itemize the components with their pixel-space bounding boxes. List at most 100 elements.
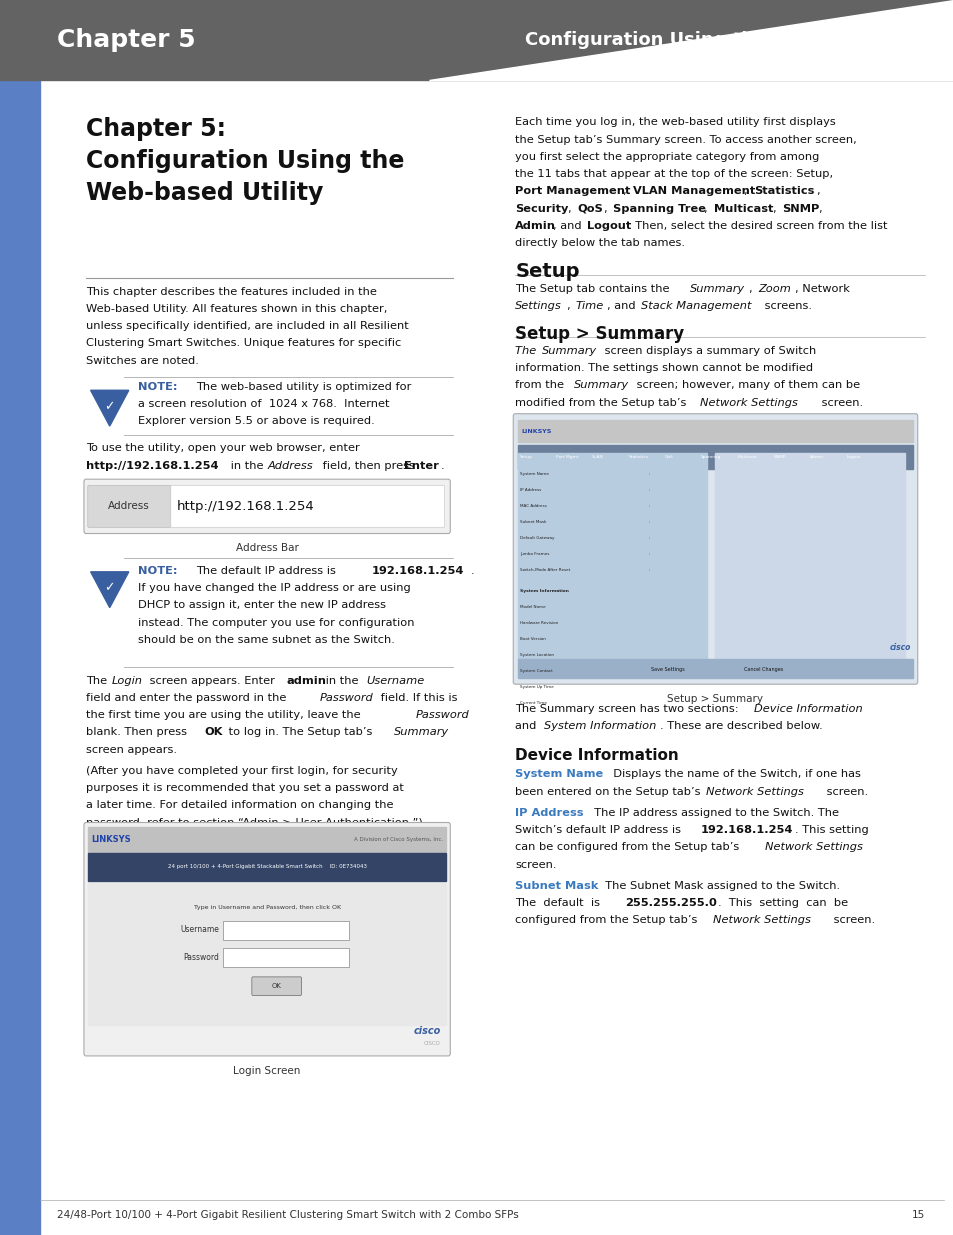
Text: NOTE:: NOTE: [138, 382, 177, 391]
Text: Switch’s default IP address is: Switch’s default IP address is [515, 825, 684, 835]
Text: in the: in the [322, 676, 362, 685]
Text: IP Address: IP Address [519, 488, 540, 492]
Text: (After you have completed your first login, for security: (After you have completed your first log… [86, 766, 397, 776]
Text: Network Settings: Network Settings [705, 787, 803, 797]
Text: instead. The computer you use for configuration: instead. The computer you use for config… [138, 618, 415, 627]
Text: The web-based utility is optimized for: The web-based utility is optimized for [195, 382, 411, 391]
Text: a screen resolution of  1024 x 768.  Internet: a screen resolution of 1024 x 768. Inter… [138, 399, 390, 409]
Text: directly below the tab names.: directly below the tab names. [515, 238, 684, 248]
Text: information. The settings shown cannot be modified: information. The settings shown cannot b… [515, 363, 812, 373]
Text: ✓: ✓ [104, 582, 115, 594]
Text: Network Settings: Network Settings [700, 398, 798, 408]
Text: screen; however, many of them can be: screen; however, many of them can be [633, 380, 860, 390]
Text: Current Time: Current Time [519, 701, 546, 705]
Text: from the: from the [515, 380, 567, 390]
Text: ✓: ✓ [104, 400, 115, 412]
Text: can be configured from the Setup tab’s: can be configured from the Setup tab’s [515, 842, 742, 852]
Text: in the: in the [227, 461, 267, 471]
Text: Jumbo Frames: Jumbo Frames [519, 552, 549, 556]
Text: The: The [86, 676, 111, 685]
Bar [0, 0, 40, 1235]
FancyBboxPatch shape [84, 823, 450, 1056]
FancyBboxPatch shape [223, 948, 349, 967]
Text: Time: Time [575, 301, 603, 311]
Text: ,: , [703, 204, 711, 214]
Text: field, then press: field, then press [318, 461, 417, 471]
Text: MAC Address: MAC Address [519, 504, 546, 508]
Text: A Division of Cisco Systems, Inc.: A Division of Cisco Systems, Inc. [354, 837, 443, 842]
Text: VLAN Management: VLAN Management [632, 186, 754, 196]
Text: This chapter describes the features included in the: This chapter describes the features incl… [86, 287, 376, 296]
Text: admin: admin [286, 676, 326, 685]
Text: OK: OK [204, 727, 222, 737]
Text: Chapter 5:
Configuration Using the
Web-based Utility: Chapter 5: Configuration Using the Web-b… [86, 117, 404, 205]
Text: ,: , [743, 186, 751, 196]
Text: 24/48-Port 10/100 + 4-Port Gigabit Resilient Clustering Smart Switch with 2 Comb: 24/48-Port 10/100 + 4-Port Gigabit Resil… [57, 1210, 518, 1220]
Text: Summary: Summary [541, 346, 597, 356]
Text: . This setting: . This setting [794, 825, 867, 835]
Text: Chapter 5: Chapter 5 [57, 28, 195, 52]
FancyBboxPatch shape [252, 977, 301, 995]
Bar [715, 453, 904, 659]
Bar [517, 659, 912, 678]
Text: ,: , [818, 204, 821, 214]
Text: :: : [648, 568, 649, 572]
Text: Spanning: Spanning [700, 454, 720, 459]
Text: Displays the name of the Switch, if one has: Displays the name of the Switch, if one … [605, 769, 860, 779]
Text: Statistics: Statistics [628, 454, 648, 459]
Text: Password: Password [183, 952, 219, 962]
Text: ,: , [603, 204, 611, 214]
Text: QoS: QoS [664, 454, 673, 459]
Text: . These are described below.: . These are described below. [659, 721, 822, 731]
Text: the first time you are using the utility, leave the: the first time you are using the utility… [86, 710, 364, 720]
Text: 192.168.1.254: 192.168.1.254 [372, 566, 464, 576]
Bar [88, 853, 446, 881]
Bar [517, 420, 912, 442]
FancyBboxPatch shape [513, 414, 917, 684]
Polygon shape [91, 390, 129, 426]
Text: .: . [470, 566, 474, 576]
Text: Username: Username [180, 925, 219, 935]
Text: LINKSYS: LINKSYS [91, 835, 132, 845]
Text: 24 port 10/100 + 4-Port Gigabit Stackable Smart Switch    ID: 0E734043: 24 port 10/100 + 4-Port Gigabit Stackabl… [168, 864, 366, 869]
Text: Switch-Mode After Reset: Switch-Mode After Reset [519, 568, 570, 572]
Text: 15: 15 [911, 1210, 924, 1220]
Text: System Contact: System Contact [519, 669, 552, 673]
Text: Hardware Revision: Hardware Revision [519, 621, 558, 625]
Text: Logout: Logout [586, 221, 630, 231]
Text: Setup: Setup [515, 262, 579, 280]
Text: ,: , [772, 204, 780, 214]
Text: field. If this is: field. If this is [376, 693, 456, 703]
Text: Setup > Summary: Setup > Summary [515, 325, 683, 343]
Bar [0, 0, 953, 80]
Text: 255.255.255.0: 255.255.255.0 [624, 898, 716, 908]
Bar [88, 883, 446, 1025]
Text: SNMP: SNMP [773, 454, 785, 459]
Text: Admin: Admin [809, 454, 823, 459]
Text: ,: , [567, 204, 575, 214]
Text: , and: , and [606, 301, 639, 311]
Text: Password: Password [416, 710, 469, 720]
Text: :: : [648, 520, 649, 524]
Text: Setup > Summary: Setup > Summary [667, 694, 762, 704]
Text: Subnet Mask: Subnet Mask [519, 520, 546, 524]
Text: Spanning Tree: Spanning Tree [613, 204, 705, 214]
Text: :: : [648, 536, 649, 540]
Text: Logout: Logout [845, 454, 861, 459]
Text: Web-based Utility. All features shown in this chapter,: Web-based Utility. All features shown in… [86, 304, 387, 314]
Text: screen.: screen. [822, 787, 867, 797]
Text: .  This  setting  can  be: . This setting can be [718, 898, 847, 908]
Text: Username: Username [366, 676, 424, 685]
Text: you first select the appropriate category from among: you first select the appropriate categor… [515, 152, 819, 162]
Text: Admin: Admin [515, 221, 556, 231]
Text: ,: , [748, 284, 756, 294]
Text: purposes it is recommended that you set a password at: purposes it is recommended that you set … [86, 783, 403, 793]
Text: Address Bar: Address Bar [235, 543, 298, 553]
Text: Multicast: Multicast [737, 454, 757, 459]
Text: System Name: System Name [515, 769, 603, 779]
Text: Default Gateway: Default Gateway [519, 536, 554, 540]
Text: Login: Login [112, 676, 142, 685]
Text: Summary: Summary [574, 380, 629, 390]
Text: OK: OK [272, 983, 281, 988]
FancyBboxPatch shape [84, 479, 450, 534]
